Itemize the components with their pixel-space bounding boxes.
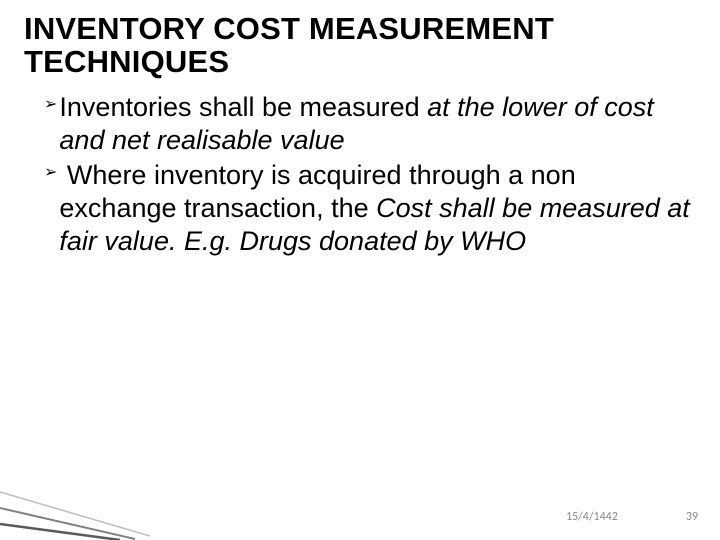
bullet-item: ➢ Inventories shall be measured at the l… <box>44 91 692 157</box>
slide-body: ➢ Inventories shall be measured at the l… <box>24 91 700 258</box>
wedge-line-3 <box>0 524 120 540</box>
bullet-text: Inventories shall be measured at the low… <box>59 91 692 157</box>
slide-footer: 15/4/1442 39 <box>566 510 698 524</box>
footer-date: 15/4/1442 <box>566 510 618 524</box>
wedge-line-2 <box>0 508 135 539</box>
bullet-text: Where inventory is acquired through a no… <box>59 159 692 258</box>
chevron-right-icon: ➢ <box>44 97 57 113</box>
bullet-indent <box>59 160 67 190</box>
bullet-item: ➢ Where inventory is acquired through a … <box>44 159 692 258</box>
chevron-right-icon: ➢ <box>44 165 57 181</box>
wedge-line-1 <box>0 492 150 536</box>
bullet-plain: Inventories shall be measured <box>59 92 427 122</box>
footer-page-number: 39 <box>686 510 698 524</box>
slide-title: INVENTORY COST MEASUREMENT TECHNIQUES <box>24 12 700 79</box>
corner-decoration <box>0 480 160 540</box>
slide: INVENTORY COST MEASUREMENT TECHNIQUES ➢ … <box>0 0 720 540</box>
